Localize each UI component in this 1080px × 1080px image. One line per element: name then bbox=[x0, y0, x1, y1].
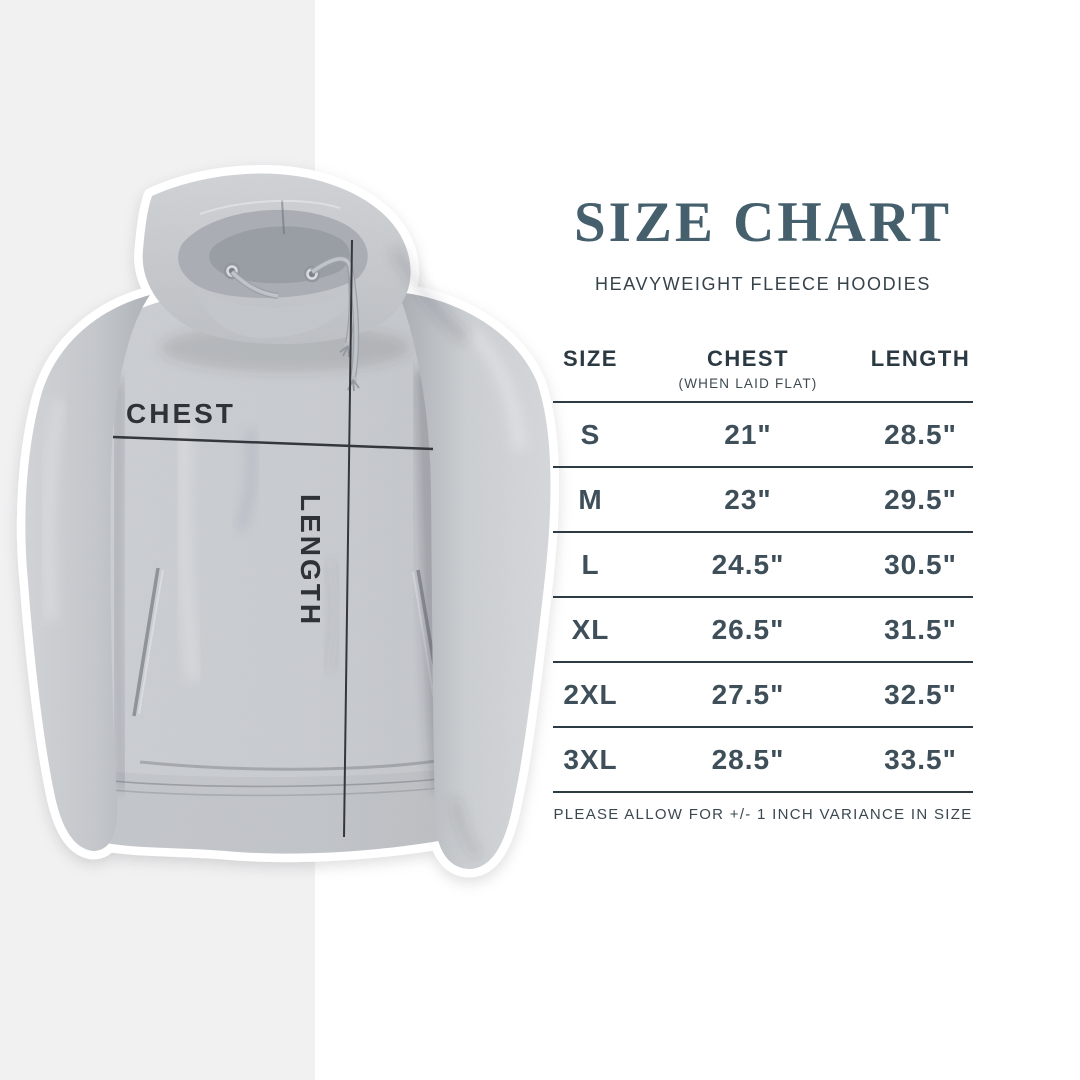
length-measure-label: LENGTH bbox=[295, 494, 326, 628]
cell-length: 31.5" bbox=[884, 613, 957, 645]
table-row: L 24.5" 30.5" bbox=[553, 533, 973, 598]
cell-size: S bbox=[580, 418, 601, 450]
cell-chest: 21" bbox=[724, 418, 772, 450]
hood-collar bbox=[196, 280, 360, 339]
cell-length: 28.5" bbox=[884, 418, 957, 450]
cell-chest: 28.5" bbox=[711, 743, 785, 775]
page-subtitle: HEAVYWEIGHT FLEECE HOODIES bbox=[595, 274, 931, 294]
column-header-chest: CHEST (WHEN LAID FLAT) bbox=[628, 338, 868, 391]
table-row: 3XL 28.5" 33.5" bbox=[553, 728, 973, 793]
table-row: M 23" 29.5" bbox=[553, 468, 973, 533]
hem-band bbox=[101, 775, 465, 797]
cell-chest: 23" bbox=[724, 483, 772, 515]
cell-length: 30.5" bbox=[884, 548, 957, 580]
column-header-chest-label: CHEST bbox=[706, 346, 790, 371]
cell-chest: 27.5" bbox=[711, 678, 785, 710]
length-measure-line bbox=[343, 239, 353, 838]
chest-measure-label: CHEST bbox=[126, 398, 236, 429]
cell-size: XL bbox=[571, 613, 610, 645]
column-header-length: LENGTH bbox=[870, 346, 971, 371]
cell-length: 29.5" bbox=[884, 483, 957, 515]
cell-length: 32.5" bbox=[884, 678, 957, 710]
cell-size: L bbox=[581, 548, 600, 580]
cell-size: 3XL bbox=[563, 743, 618, 775]
cell-chest: 26.5" bbox=[711, 613, 785, 645]
page-title: SIZE CHART bbox=[573, 191, 952, 254]
cell-chest: 24.5" bbox=[711, 548, 785, 580]
variance-note: PLEASE ALLOW FOR +/- 1 INCH VARIANCE IN … bbox=[553, 806, 973, 823]
table-row: S 21" 28.5" bbox=[553, 403, 973, 468]
cell-length: 33.5" bbox=[884, 743, 957, 775]
cell-size: M bbox=[578, 483, 603, 515]
table-header-row: SIZE CHEST (WHEN LAID FLAT) LENGTH bbox=[553, 338, 973, 403]
column-header-size: SIZE bbox=[563, 346, 618, 371]
chest-note: (WHEN LAID FLAT) bbox=[678, 376, 818, 391]
table-row: XL 26.5" 31.5" bbox=[553, 598, 973, 663]
chest-measure-line bbox=[112, 435, 434, 451]
cell-size: 2XL bbox=[563, 678, 618, 710]
size-table: SIZE CHEST (WHEN LAID FLAT) LENGTH S 21"… bbox=[553, 338, 973, 823]
table-row: 2XL 27.5" 32.5" bbox=[553, 663, 973, 728]
